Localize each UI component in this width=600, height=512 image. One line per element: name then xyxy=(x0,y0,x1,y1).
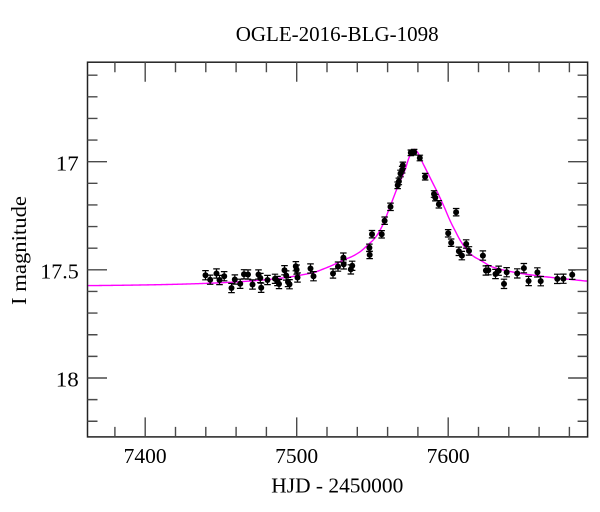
svg-text:HJD - 2450000: HJD - 2450000 xyxy=(271,474,403,498)
svg-text:I magnitude: I magnitude xyxy=(7,196,31,305)
svg-text:17.5: 17.5 xyxy=(40,260,79,284)
svg-text:18: 18 xyxy=(56,368,79,392)
svg-text:7500: 7500 xyxy=(275,444,318,468)
svg-text:OGLE-2016-BLG-1098: OGLE-2016-BLG-1098 xyxy=(236,22,439,46)
svg-text:7400: 7400 xyxy=(124,444,167,468)
svg-text:17: 17 xyxy=(56,151,79,175)
svg-text:7600: 7600 xyxy=(427,444,470,468)
